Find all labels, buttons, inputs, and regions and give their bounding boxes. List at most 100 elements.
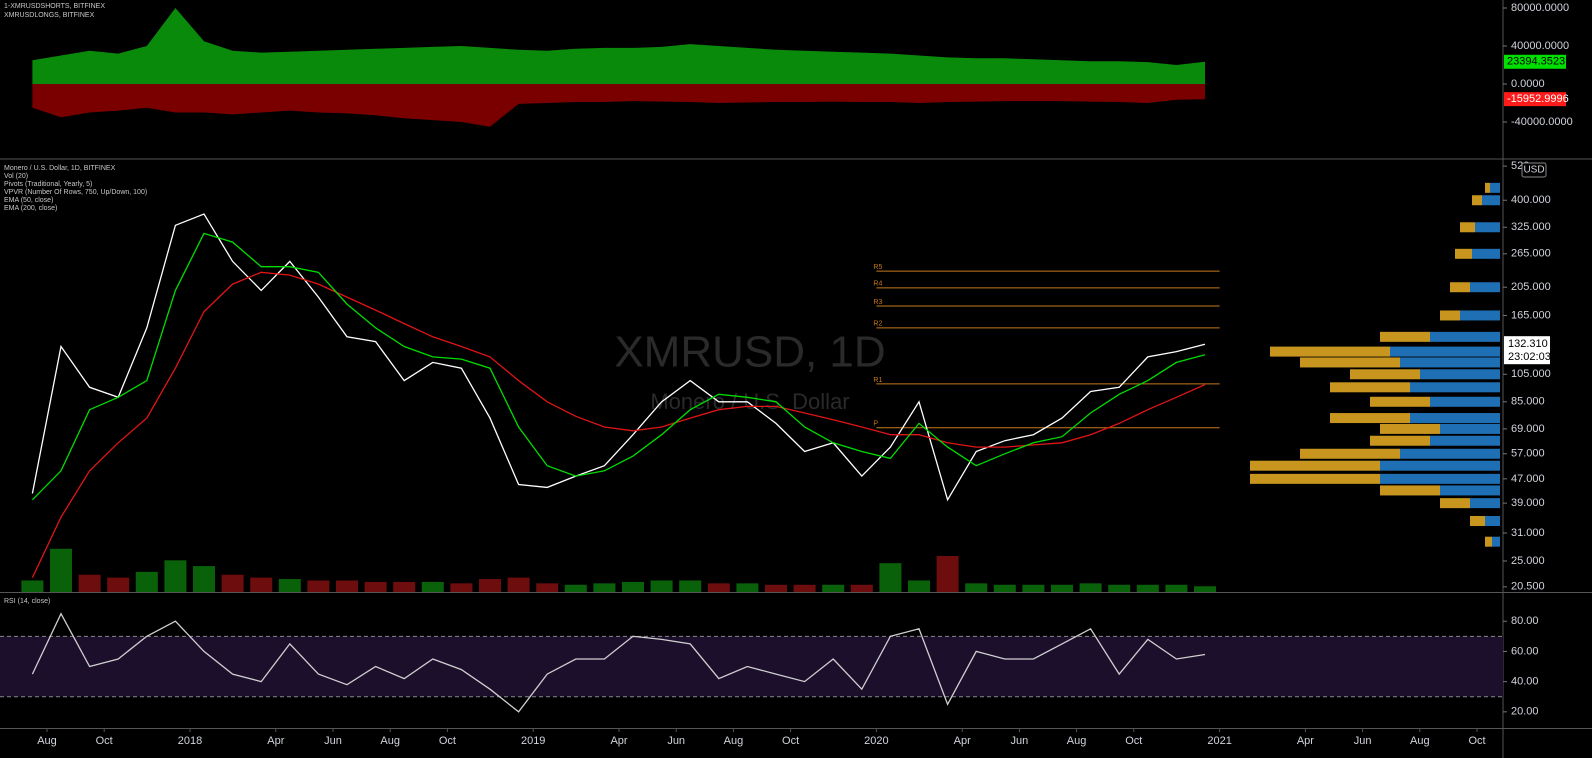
vpvr-down <box>1370 396 1430 407</box>
vpvr-up <box>1420 369 1500 380</box>
countdown: 23:02:03 <box>1508 351 1551 363</box>
volume-bar <box>107 577 130 592</box>
vpvr-down <box>1250 460 1380 471</box>
x-tick-label: Jun <box>1011 735 1029 747</box>
y-tick-label: 20.500 <box>1511 581 1545 593</box>
x-tick-label: Aug <box>380 735 400 747</box>
vpvr-down <box>1440 310 1460 321</box>
vpvr-up <box>1430 396 1500 407</box>
y-tick-label: 265.000 <box>1511 248 1551 260</box>
vpvr-up <box>1380 460 1500 471</box>
legend-entry: Pivots (Traditional, Yearly, 5) <box>4 181 92 188</box>
x-tick-label: Jun <box>1354 735 1372 747</box>
volume-bar <box>879 563 902 592</box>
y-tick-label: 60.00 <box>1511 645 1539 657</box>
volume-bar <box>765 584 787 592</box>
x-tick-label: Oct <box>782 735 799 747</box>
volume-bar <box>908 580 930 592</box>
vpvr-up <box>1390 346 1500 357</box>
volume-bar <box>1136 584 1159 592</box>
volume-bar <box>1108 584 1131 592</box>
volume-bar <box>564 584 587 592</box>
vpvr-down <box>1380 423 1440 434</box>
y-tick-label: 205.000 <box>1511 281 1551 293</box>
y-tick-label: 325.000 <box>1511 221 1551 233</box>
volume-bar <box>307 580 330 592</box>
last-value-label: 23394.3523 <box>1507 56 1565 68</box>
y-tick-label: 69.000 <box>1511 423 1545 435</box>
vpvr-up <box>1470 282 1500 293</box>
volume-bar <box>164 560 187 592</box>
pivot-label: R1 <box>873 377 882 384</box>
volume-bar <box>936 556 959 592</box>
volume-bar <box>965 583 988 592</box>
vpvr-down <box>1460 222 1475 233</box>
area <box>32 83 1205 127</box>
rsi-band <box>0 636 1503 697</box>
x-tick-label: 2019 <box>521 735 545 747</box>
volume-bar <box>822 584 845 592</box>
volume-bar <box>1165 584 1188 592</box>
last-value-label: -15952.9996 <box>1507 93 1569 105</box>
watermark: XMRUSD, 1D <box>614 328 885 377</box>
vpvr-down <box>1330 413 1410 424</box>
vpvr-up <box>1430 331 1500 342</box>
vpvr-up <box>1440 423 1500 434</box>
volume-bar <box>622 581 644 592</box>
y-tick-label: 85.000 <box>1511 396 1545 408</box>
last-price-label: 132.310 <box>1508 338 1548 350</box>
vpvr-down <box>1485 182 1490 193</box>
watermark: Monero / U.S. Dollar <box>650 389 849 414</box>
vpvr-down <box>1300 448 1400 459</box>
series-line <box>31 612 1206 713</box>
volume-bar <box>507 577 530 592</box>
legend-entry: EMA (50, close) <box>4 197 53 204</box>
vpvr-up <box>1400 357 1500 368</box>
volume-bar <box>1194 586 1216 592</box>
x-tick-label: Aug <box>37 735 57 747</box>
pivot-label: P <box>873 421 878 428</box>
pivot-label: R4 <box>873 281 882 288</box>
volume-bar <box>450 583 473 592</box>
vpvr-up <box>1400 448 1500 459</box>
volume-bar <box>193 566 215 592</box>
vpvr-up <box>1460 310 1500 321</box>
x-tick-label: Oct <box>1468 735 1485 747</box>
y-tick-label: 80.00 <box>1511 615 1539 627</box>
legend-entry: XMRUSDLONGS, BITFINEX <box>4 12 95 19</box>
volume-bar <box>393 581 416 592</box>
pivot-label: R2 <box>873 321 882 328</box>
volume-bar <box>50 548 72 592</box>
vpvr-up <box>1430 435 1500 446</box>
x-tick-label: Apr <box>1297 735 1314 747</box>
volume-bar <box>421 581 444 592</box>
vpvr-down <box>1470 515 1485 526</box>
y-tick-label: 0.0000 <box>1511 78 1545 90</box>
vpvr-up <box>1410 413 1500 424</box>
volume-bar <box>78 574 101 592</box>
x-tick-label: Apr <box>954 735 971 747</box>
series-line <box>31 271 1206 578</box>
x-tick-label: Aug <box>1067 735 1087 747</box>
vpvr-up <box>1492 536 1500 547</box>
last-price-box <box>1504 336 1550 365</box>
x-tick-label: Jun <box>667 735 685 747</box>
legend-entry: EMA (200, close) <box>4 205 57 212</box>
vpvr-up <box>1490 182 1500 193</box>
vpvr-up <box>1410 382 1500 393</box>
volume-bar <box>21 580 44 592</box>
x-tick-label: Oct <box>1125 735 1142 747</box>
x-tick-label: Apr <box>267 735 284 747</box>
y-tick-label: 105.000 <box>1511 368 1551 380</box>
vpvr-down <box>1380 485 1440 496</box>
y-tick-label: 40000.0000 <box>1511 40 1569 52</box>
y-tick-label: 165.000 <box>1511 309 1551 321</box>
vpvr-up <box>1475 222 1500 233</box>
vpvr-down <box>1350 369 1420 380</box>
vpvr-down <box>1300 357 1400 368</box>
volume-bar <box>135 571 158 592</box>
x-tick-label: 2020 <box>864 735 888 747</box>
